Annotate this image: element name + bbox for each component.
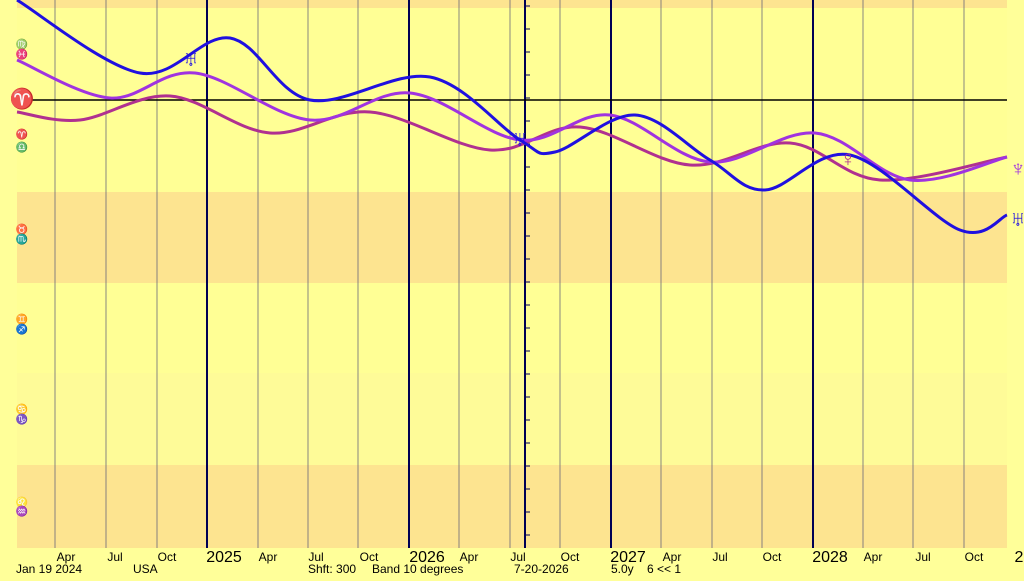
x-tick-label: 2028 [812, 549, 848, 566]
x-tick-label: Apr [663, 550, 682, 564]
x-tick-label: Oct [965, 550, 984, 564]
planet-glyph: ♅ [512, 126, 529, 151]
band [17, 465, 1007, 548]
planet-glyph: ♅ [1010, 206, 1024, 231]
band [17, 283, 1007, 373]
footer-text: Band 10 degrees [372, 562, 463, 576]
x-tick-label: 2026 [409, 549, 445, 566]
x-tick-label: Jul [712, 550, 727, 564]
curves [16, 0, 1008, 234]
zodiac-sign: ♈ [10, 86, 35, 110]
x-tick-label: Jul [308, 550, 323, 564]
zodiac-sign: ♌ [16, 496, 28, 509]
x-tick-label: Apr [864, 550, 883, 564]
zodiac-sign: ♉ [16, 223, 28, 236]
x-tick-label: 2025 [206, 549, 242, 566]
planet-glyph: ♀ [840, 146, 857, 171]
band [17, 0, 1007, 8]
zodiac-sign: ♓ [16, 48, 28, 61]
x-tick-label: Apr [460, 550, 479, 564]
x-tick-label: Oct [561, 550, 580, 564]
zodiac-sign: ♑ [16, 413, 28, 426]
zodiac-sign: ♋ [16, 403, 28, 416]
zodiac-sign: ♍ [16, 38, 28, 51]
planet-curve [16, 0, 1008, 234]
footer-text: USA [133, 562, 158, 576]
zodiac-sign: ♐ [16, 323, 28, 336]
planet-glyph: ♆ [1010, 156, 1024, 181]
zodiac-sign: ♎ [16, 141, 28, 154]
x-tick-label: Apr [57, 550, 76, 564]
footer-text: 6 << 1 [647, 562, 681, 576]
zodiac-sign: ♒ [16, 505, 28, 518]
footer-text: 7-20-2026 [514, 562, 569, 576]
zodiac-sign: ♈ [16, 128, 28, 141]
x-tick-label: Apr [259, 550, 278, 564]
x-tick-label: Jul [915, 550, 930, 564]
footer-text: Jan 19 2024 [16, 562, 82, 576]
footer-text: 5.0y [611, 562, 634, 576]
x-tick-label: Oct [763, 550, 782, 564]
x-tick-label: Jul [510, 550, 525, 564]
x-tick-label: 2027 [610, 549, 646, 566]
band [17, 192, 1007, 283]
footer-text: Shft: 300 [308, 562, 356, 576]
planet-curve [16, 94, 1008, 182]
planet-glyph: ♅ [183, 46, 200, 71]
x-tick-label: Oct [158, 550, 177, 564]
band [17, 373, 1007, 465]
zodiac-sign: ♊ [16, 313, 28, 326]
x-tick-label: Jul [107, 550, 122, 564]
x-tick-label: 2 [1015, 549, 1024, 566]
labels: Apr Jul Oct 2025 Apr Jul Oct 2026 Apr Jul Oct 2027 A… [10, 38, 1024, 577]
zodiac-sign: ♏ [16, 233, 28, 246]
x-tick-label: Oct [360, 550, 379, 564]
